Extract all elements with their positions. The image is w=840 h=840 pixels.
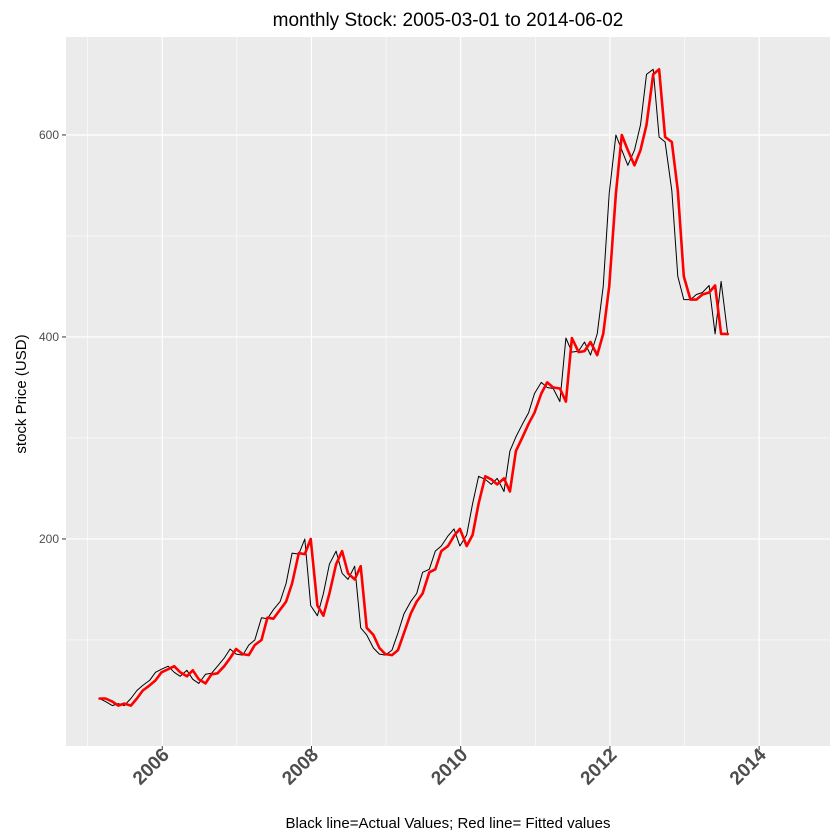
x-axis-title: Black line=Actual Values; Red line= Fitt… [286,815,611,832]
actual-values-line [99,68,729,707]
chart-title: monthly Stock: 2005-03-01 to 2014-06-02 [273,10,624,31]
minor-gridlines [66,37,830,746]
plot-panel [66,37,830,746]
y-tick-label: 200 [39,532,59,546]
y-tick-label: 400 [39,330,59,344]
fitted-values-line [98,68,730,707]
y-tick-label: 600 [39,128,59,142]
major-gridlines [66,37,830,746]
y-axis: 200 400 600 [39,128,66,546]
y-axis-title: stock Price (USD) [13,334,30,453]
